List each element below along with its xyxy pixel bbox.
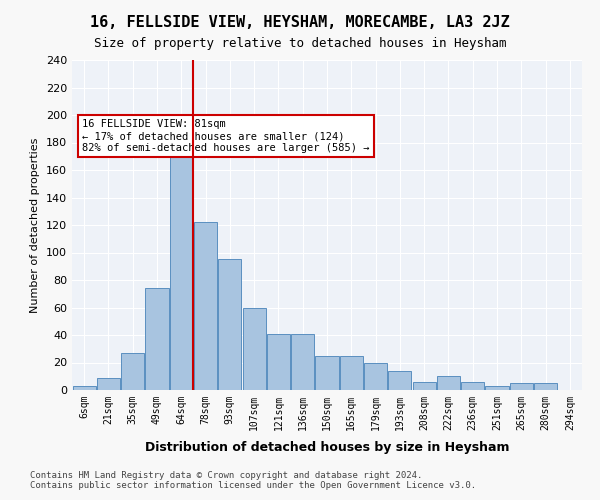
Bar — [413, 382, 436, 390]
Bar — [121, 353, 144, 390]
Text: Size of property relative to detached houses in Heysham: Size of property relative to detached ho… — [94, 38, 506, 51]
Bar — [510, 383, 533, 390]
Bar — [97, 378, 120, 390]
Bar — [316, 356, 338, 390]
Bar — [73, 386, 95, 390]
Bar — [340, 356, 363, 390]
Bar — [170, 119, 193, 390]
Bar — [485, 386, 509, 390]
Bar — [461, 382, 484, 390]
Bar — [194, 222, 217, 390]
Text: Contains HM Land Registry data © Crown copyright and database right 2024.
Contai: Contains HM Land Registry data © Crown c… — [30, 470, 476, 490]
Bar — [218, 260, 241, 390]
Y-axis label: Number of detached properties: Number of detached properties — [31, 138, 40, 312]
Bar — [291, 334, 314, 390]
Text: 16, FELLSIDE VIEW, HEYSHAM, MORECAMBE, LA3 2JZ: 16, FELLSIDE VIEW, HEYSHAM, MORECAMBE, L… — [90, 15, 510, 30]
Bar — [364, 362, 387, 390]
Bar — [437, 376, 460, 390]
X-axis label: Distribution of detached houses by size in Heysham: Distribution of detached houses by size … — [145, 441, 509, 454]
Bar — [145, 288, 169, 390]
Bar — [267, 334, 290, 390]
Bar — [534, 383, 557, 390]
Bar — [242, 308, 266, 390]
Text: 16 FELLSIDE VIEW: 81sqm
← 17% of detached houses are smaller (124)
82% of semi-d: 16 FELLSIDE VIEW: 81sqm ← 17% of detache… — [82, 120, 370, 152]
Bar — [388, 371, 412, 390]
